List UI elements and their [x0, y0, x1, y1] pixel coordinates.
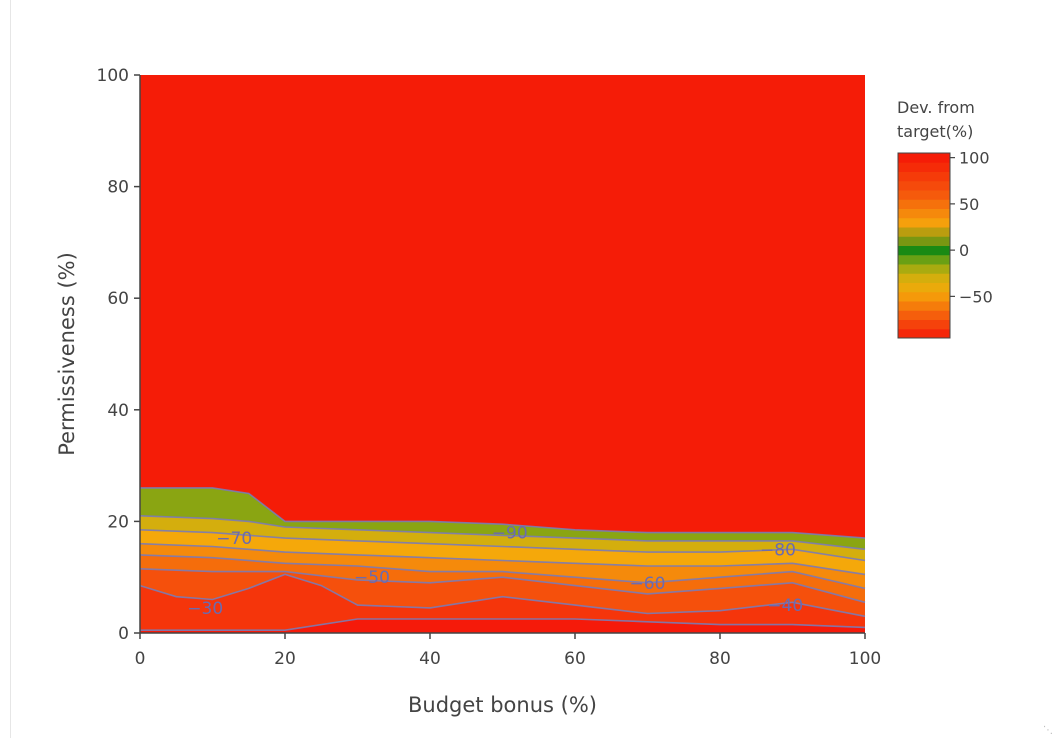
colorbar-band	[898, 227, 950, 237]
colorbar-ticks: 100 50 0 −50	[950, 149, 993, 306]
colorbar-bands	[897, 152, 951, 339]
contour-line	[139, 542, 866, 576]
x-tick-label: 100	[849, 649, 881, 669]
colorbar-band	[898, 236, 950, 246]
y-axis-title: Permissiveness (%)	[55, 252, 79, 456]
colorbar-band	[898, 273, 950, 283]
contour-labels: −70 −90 −80 −50 −60 −30 −40	[187, 524, 803, 619]
contour-line	[139, 515, 866, 551]
colorbar-tick-label: 0	[959, 241, 969, 260]
y-tick-label: 0	[118, 624, 129, 644]
colorbar-tick-label: 50	[959, 195, 979, 214]
colorbar-band	[898, 282, 950, 293]
y-tick-label: 20	[107, 512, 129, 532]
x-tick-label: 40	[419, 649, 441, 669]
colorbar-tick-label: −50	[959, 287, 993, 306]
contour-label: −60	[630, 574, 666, 594]
colorbar-band	[898, 180, 950, 191]
colorbar-band	[898, 328, 950, 339]
contour-label: −90	[492, 524, 528, 544]
panel-left-border	[10, 0, 11, 738]
colorbar-band	[898, 319, 950, 330]
y-tick-label: 40	[107, 401, 129, 421]
colorbar-band	[898, 301, 950, 311]
contour-lines	[139, 487, 866, 631]
colorbar-band	[898, 264, 950, 274]
x-tick-label: 60	[564, 649, 586, 669]
colorbar-tick-label: 100	[959, 149, 990, 168]
contour-line	[140, 487, 866, 539]
y-tick-label: 60	[107, 289, 129, 309]
contour-label: −40	[767, 596, 803, 616]
colorbar-band	[898, 245, 950, 256]
contour-band	[140, 574, 865, 633]
x-tick-label: 20	[274, 649, 296, 669]
colorbar-band	[898, 310, 950, 320]
x-tick-label: 80	[709, 649, 731, 669]
resize-handle[interactable]: ⋱	[1043, 725, 1053, 736]
contour-line	[139, 568, 866, 604]
y-tick-label: 80	[107, 178, 129, 198]
plot-area	[140, 75, 865, 633]
colorbar-band	[898, 254, 950, 265]
contour-label: −70	[216, 529, 252, 549]
colorbar-outline	[897, 152, 951, 339]
colorbar-band	[898, 153, 950, 163]
x-axis-title: Budget bonus (%)	[408, 693, 597, 717]
colorbar-band	[898, 208, 950, 219]
axes	[139, 75, 865, 634]
contour-line	[139, 573, 866, 618]
contour-line	[140, 618, 866, 631]
colorbar-band	[898, 190, 950, 200]
colorbar-band	[898, 291, 950, 302]
contour-label: −50	[354, 568, 390, 588]
contour-label: −30	[187, 599, 223, 619]
contour-line	[139, 529, 866, 562]
colorbar-band	[898, 199, 950, 209]
contour-label: −80	[760, 540, 796, 560]
x-axis-ticks: 0 20 40 60 80 100	[135, 633, 881, 669]
y-tick-label: 100	[97, 66, 129, 86]
colorbar-band	[898, 217, 950, 228]
colorbar-title-line-1: Dev. from	[897, 98, 975, 117]
y-axis-ticks: 0 20 40 60 80 100	[97, 66, 140, 644]
x-tick-label: 0	[135, 649, 146, 669]
contour-line	[139, 554, 866, 590]
colorbar: Dev. from target(%) 100 50 0 −50	[897, 98, 993, 339]
colorbar-title-line-2: target(%)	[897, 122, 973, 141]
colorbar-band	[898, 162, 950, 172]
colorbar-band	[898, 171, 950, 182]
contour-band	[140, 619, 865, 633]
